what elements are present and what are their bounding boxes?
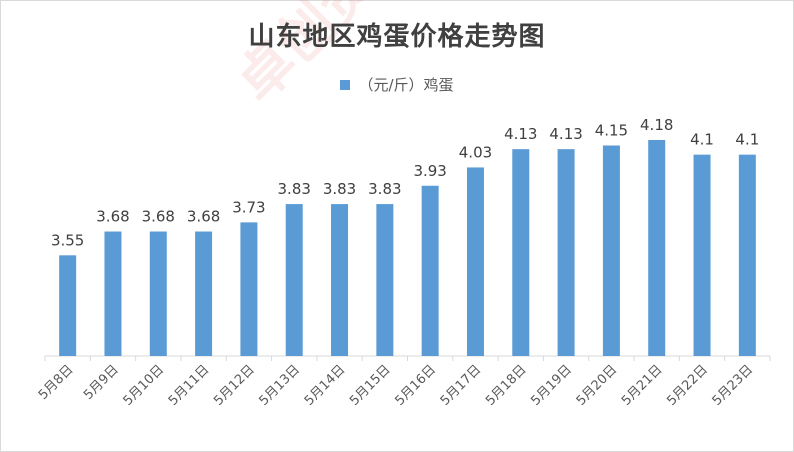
x-tick-label: 5月23日 <box>710 362 757 409</box>
bar <box>557 149 575 356</box>
bar <box>512 149 530 356</box>
x-tick-label: 5月21日 <box>619 362 666 409</box>
x-tick-label: 5月11日 <box>166 362 213 409</box>
data-label: 3.68 <box>96 208 129 226</box>
data-label: 4.13 <box>549 125 582 143</box>
data-label: 4.1 <box>690 131 714 149</box>
bar <box>149 231 167 356</box>
x-tick-label: 5月9日 <box>81 362 122 403</box>
x-tick-label: 5月8日 <box>36 362 77 403</box>
x-tick-label: 5月15日 <box>347 362 394 409</box>
x-tick-label: 5月18日 <box>483 362 530 409</box>
x-tick-label: 5月17日 <box>438 362 485 409</box>
x-tick-label: 5月19日 <box>528 362 575 409</box>
x-tick-label: 5月10日 <box>121 362 168 409</box>
chart-legend: （元/斤）鸡蛋 <box>0 74 794 95</box>
data-label: 3.83 <box>323 180 356 198</box>
legend-swatch <box>340 80 351 90</box>
data-label: 4.15 <box>595 121 628 139</box>
data-label: 4.18 <box>640 116 673 134</box>
bar <box>331 204 349 356</box>
data-label: 3.93 <box>413 162 446 180</box>
legend-label: （元/斤）鸡蛋 <box>358 76 454 94</box>
bar <box>59 255 77 356</box>
data-label: 3.83 <box>278 180 311 198</box>
bar <box>104 231 122 356</box>
data-label: 3.73 <box>232 198 265 216</box>
data-label: 3.55 <box>51 231 84 249</box>
bar <box>738 154 756 356</box>
x-tick-label: 5月12日 <box>211 362 258 409</box>
data-label: 4.03 <box>459 143 492 161</box>
data-label: 4.13 <box>504 125 537 143</box>
bar <box>602 145 620 356</box>
x-tick-label: 5月13日 <box>256 362 303 409</box>
x-tick-label: 5月14日 <box>302 362 349 409</box>
data-label: 3.68 <box>142 208 175 226</box>
bar <box>240 222 258 356</box>
bar <box>195 231 213 356</box>
x-tick-label: 5月22日 <box>664 362 711 409</box>
bar <box>466 167 484 356</box>
bar <box>693 154 711 356</box>
bar <box>648 140 666 356</box>
bar <box>285 204 303 356</box>
data-label: 3.68 <box>187 208 220 226</box>
bar <box>421 185 439 356</box>
chart-title: 山东地区鸡蛋价格走势图 <box>248 22 546 52</box>
data-label: 3.83 <box>368 180 401 198</box>
data-label: 4.1 <box>735 131 759 149</box>
x-tick-label: 5月16日 <box>392 362 439 409</box>
x-tick-label: 5月20日 <box>574 362 621 409</box>
bar <box>376 204 394 356</box>
